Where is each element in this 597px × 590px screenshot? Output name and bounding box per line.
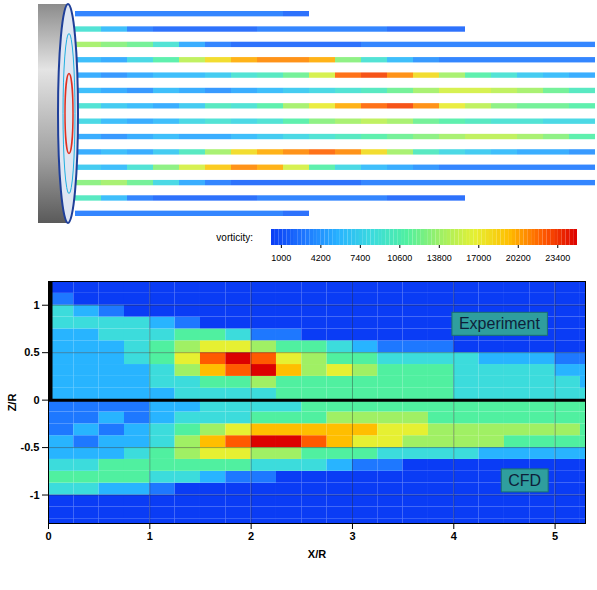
svg-text:CFD: CFD [508, 472, 541, 489]
svg-text:0: 0 [33, 394, 39, 406]
svg-text:7400: 7400 [350, 253, 370, 263]
svg-text:Experiment: Experiment [459, 315, 540, 332]
svg-text:4: 4 [451, 530, 458, 542]
svg-text:10600: 10600 [387, 253, 412, 263]
svg-text:-1: -1 [30, 489, 40, 501]
svg-text:20200: 20200 [506, 253, 531, 263]
svg-text:23400: 23400 [545, 253, 570, 263]
svg-text:1000: 1000 [271, 253, 291, 263]
svg-text:17000: 17000 [466, 253, 491, 263]
svg-text:X/R: X/R [308, 548, 326, 560]
html-text:vorticity:: vorticity: [216, 231, 253, 243]
svg-text:2: 2 [248, 530, 254, 542]
svg-text:5: 5 [552, 530, 558, 542]
svg-text:13800: 13800 [427, 253, 452, 263]
svg-text:Z/R: Z/R [6, 394, 18, 412]
svg-text:3: 3 [349, 530, 355, 542]
svg-text:1: 1 [147, 530, 153, 542]
svg-text:0.5: 0.5 [24, 346, 39, 358]
svg-text:4200: 4200 [311, 253, 331, 263]
svg-text:1: 1 [33, 299, 39, 311]
svg-text:0: 0 [45, 530, 51, 542]
svg-text:-0.5: -0.5 [21, 441, 40, 453]
